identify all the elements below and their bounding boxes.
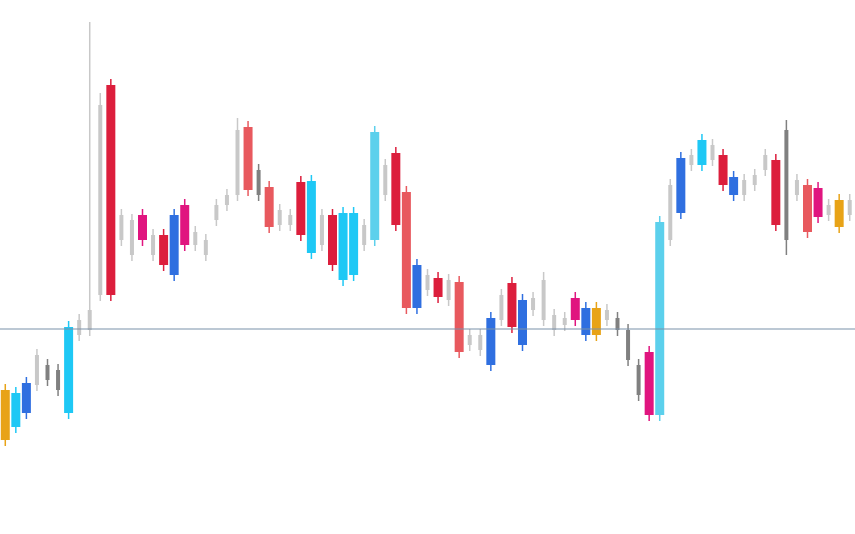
candle-body bbox=[64, 327, 74, 413]
candle-body bbox=[507, 283, 517, 327]
candle-body bbox=[34, 355, 39, 385]
candle-body bbox=[803, 185, 812, 232]
candle-body bbox=[541, 280, 546, 320]
candle-body bbox=[826, 205, 831, 215]
candle-body bbox=[0, 390, 10, 440]
candle-body bbox=[433, 278, 443, 297]
candle-body bbox=[306, 181, 316, 253]
candle-body bbox=[729, 177, 739, 195]
candle-body bbox=[794, 180, 799, 195]
candle-body bbox=[676, 158, 686, 213]
candle-body bbox=[203, 240, 208, 255]
candle-body bbox=[499, 295, 504, 320]
candle-body bbox=[180, 205, 190, 245]
candle-body bbox=[87, 310, 92, 330]
candle-body bbox=[338, 213, 348, 280]
candle-body bbox=[391, 153, 401, 225]
candle-body bbox=[454, 282, 464, 352]
candle-body bbox=[129, 220, 134, 255]
candle-body bbox=[169, 215, 179, 275]
candle-body bbox=[655, 222, 665, 415]
candle-body bbox=[370, 132, 380, 240]
candle-body bbox=[224, 195, 229, 205]
candle-body bbox=[214, 205, 219, 220]
candle-body bbox=[446, 280, 451, 300]
candle-body bbox=[319, 215, 324, 245]
candle-body bbox=[834, 200, 844, 227]
candle-body bbox=[570, 298, 580, 320]
candle-body bbox=[552, 315, 557, 330]
candle-body bbox=[277, 210, 282, 225]
candle-body bbox=[763, 155, 768, 170]
candle-body bbox=[349, 213, 359, 275]
candle-body bbox=[159, 235, 169, 265]
candle-body bbox=[383, 165, 388, 195]
candle-body bbox=[106, 85, 116, 295]
candle-body bbox=[77, 320, 82, 335]
candle-body bbox=[56, 370, 61, 390]
candle-body bbox=[467, 335, 472, 345]
candle-body bbox=[401, 192, 411, 308]
candle-body bbox=[771, 160, 781, 225]
candle-body bbox=[11, 393, 21, 427]
candle-body bbox=[119, 215, 124, 240]
candle-body bbox=[193, 232, 198, 245]
candle-body bbox=[478, 335, 483, 350]
candle-body bbox=[562, 318, 567, 325]
candle-body bbox=[425, 275, 430, 290]
candle-body bbox=[689, 155, 694, 165]
candle-body bbox=[668, 185, 673, 240]
candle-body bbox=[288, 215, 293, 225]
candle-body bbox=[813, 188, 823, 217]
candle-body bbox=[256, 170, 261, 195]
candle-body bbox=[581, 308, 591, 335]
candle-body bbox=[742, 180, 747, 195]
candle-body bbox=[362, 225, 367, 245]
candle-body bbox=[21, 383, 31, 413]
candle-body bbox=[138, 215, 147, 240]
candle-body bbox=[710, 145, 715, 160]
candle-body bbox=[328, 215, 337, 265]
candle-body bbox=[636, 365, 641, 395]
candle-body bbox=[531, 298, 536, 310]
candle-body bbox=[98, 105, 103, 295]
candle-body bbox=[235, 130, 240, 195]
candle-body bbox=[784, 130, 789, 240]
candle-body bbox=[45, 365, 50, 380]
candle-body bbox=[718, 155, 728, 185]
candle-body bbox=[615, 318, 620, 330]
candle-body bbox=[243, 127, 253, 190]
candle-body bbox=[518, 300, 527, 345]
candle-body bbox=[151, 235, 156, 255]
candle-body bbox=[296, 182, 306, 235]
candle-body bbox=[412, 265, 422, 308]
candle-body bbox=[264, 187, 274, 227]
candle-body bbox=[752, 175, 757, 185]
candle-body bbox=[591, 308, 601, 335]
candle-body bbox=[626, 330, 631, 360]
candle-body bbox=[644, 352, 654, 415]
candle-body bbox=[604, 310, 609, 320]
candle-body bbox=[486, 318, 496, 365]
candle-body bbox=[847, 200, 852, 215]
candle-body bbox=[697, 140, 707, 165]
